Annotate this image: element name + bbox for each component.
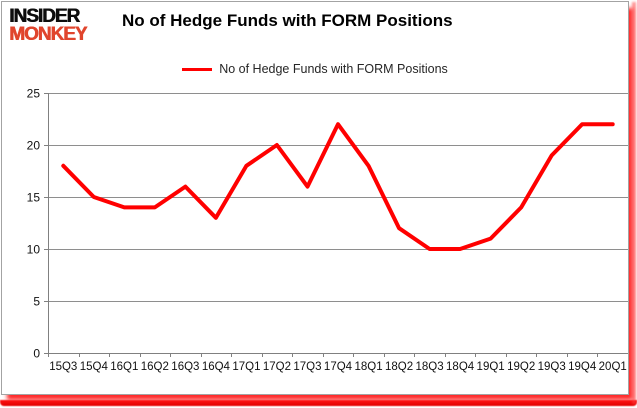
y-tick-label: 25 (27, 87, 41, 101)
x-tick-label: 19Q3 (538, 361, 566, 373)
x-tick-label: 18Q1 (354, 361, 382, 373)
y-tick-label: 5 (33, 295, 40, 309)
y-tick-label: 20 (27, 139, 41, 153)
insider-monkey-logo: INSIDER MONKEY (9, 6, 87, 46)
x-tick-label: 18Q3 (416, 361, 444, 373)
x-tick-label: 16Q1 (110, 361, 138, 373)
y-tick-label: 15 (27, 191, 41, 205)
chart-title: No of Hedge Funds with FORM Positions (122, 11, 453, 30)
x-tick-label: 18Q2 (385, 361, 413, 373)
x-tick-label: 20Q1 (599, 361, 627, 373)
chart-frame: INSIDER MONKEY No of Hedge Funds with FO… (1, 1, 629, 395)
x-tick-label: 17Q4 (324, 361, 353, 373)
red-accent-bar-bottom (0, 400, 637, 406)
logo-line2: MONKEY (9, 24, 87, 46)
legend-line-swatch (182, 67, 213, 71)
x-tick-label: 17Q3 (293, 361, 321, 373)
red-accent-bar-right (632, 2, 636, 404)
legend-label: No of Hedge Funds with FORM Positions (219, 62, 448, 76)
x-tick-label: 19Q4 (568, 361, 597, 373)
x-tick-label: 15Q4 (80, 361, 109, 373)
x-tick-label: 17Q2 (263, 361, 291, 373)
y-tick-label: 10 (27, 243, 41, 257)
series-line (61, 122, 615, 251)
x-tick-label: 18Q4 (446, 361, 475, 373)
x-tick-label: 16Q3 (171, 361, 199, 373)
chart-legend: No of Hedge Funds with FORM Positions (2, 62, 628, 76)
x-tick-label: 19Q1 (477, 361, 505, 373)
y-tick-label: 0 (33, 347, 40, 361)
logo-line1: INSIDER (9, 6, 80, 27)
x-tick-label: 17Q1 (232, 361, 260, 373)
x-tick-label: 15Q3 (49, 361, 77, 373)
x-tick-label: 16Q2 (141, 361, 169, 373)
x-tick-label: 16Q4 (202, 361, 231, 373)
x-tick-label: 19Q2 (507, 361, 535, 373)
